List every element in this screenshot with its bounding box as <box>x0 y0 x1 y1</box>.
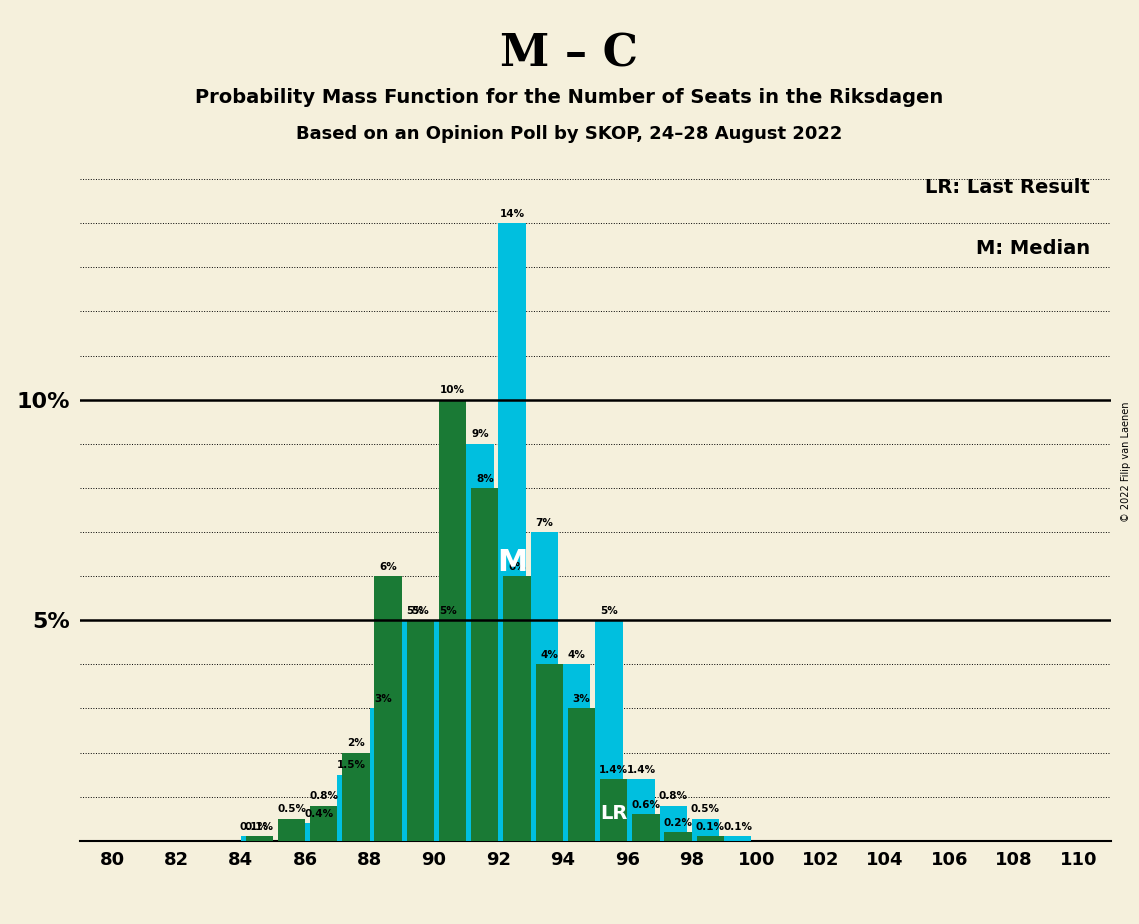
Bar <box>567 709 596 841</box>
Bar <box>563 664 590 841</box>
Text: Probability Mass Function for the Number of Seats in the Riksdagen: Probability Mass Function for the Number… <box>196 88 943 107</box>
Bar <box>246 836 273 841</box>
Bar <box>659 806 687 841</box>
Bar <box>278 819 305 841</box>
Bar <box>370 709 398 841</box>
Text: Based on an Opinion Poll by SKOP, 24–28 August 2022: Based on an Opinion Poll by SKOP, 24–28 … <box>296 125 843 142</box>
Bar <box>466 444 493 841</box>
Bar <box>596 620 623 841</box>
Bar <box>499 224 526 841</box>
Text: 1.4%: 1.4% <box>626 765 656 774</box>
Text: 6%: 6% <box>508 562 526 572</box>
Text: 1.5%: 1.5% <box>337 760 366 771</box>
Text: 0.1%: 0.1% <box>240 822 269 832</box>
Text: 5%: 5% <box>411 606 429 616</box>
Text: M – C: M – C <box>500 32 639 76</box>
Bar <box>472 488 499 841</box>
Bar <box>535 664 563 841</box>
Text: M: Median: M: Median <box>976 239 1090 258</box>
Text: 0.2%: 0.2% <box>664 818 693 828</box>
Bar <box>342 753 370 841</box>
Bar <box>628 779 655 841</box>
Text: 1.4%: 1.4% <box>599 765 629 774</box>
Text: 10%: 10% <box>440 385 465 395</box>
Bar <box>434 620 461 841</box>
Bar <box>240 836 268 841</box>
Bar <box>439 400 466 841</box>
Text: LR: Last Result: LR: Last Result <box>925 177 1090 197</box>
Text: 14%: 14% <box>500 209 525 219</box>
Text: 3%: 3% <box>573 694 590 704</box>
Text: 4%: 4% <box>540 650 558 660</box>
Text: 0.4%: 0.4% <box>304 808 334 819</box>
Bar <box>305 823 333 841</box>
Bar <box>310 806 337 841</box>
Bar <box>531 532 558 841</box>
Bar <box>724 836 752 841</box>
Text: 5%: 5% <box>439 606 457 616</box>
Bar <box>691 819 719 841</box>
Text: 3%: 3% <box>375 694 392 704</box>
Text: 2%: 2% <box>347 738 364 748</box>
Text: 9%: 9% <box>472 430 489 440</box>
Text: 0.1%: 0.1% <box>696 822 724 832</box>
Text: 7%: 7% <box>535 517 554 528</box>
Bar <box>503 577 531 841</box>
Bar <box>697 836 724 841</box>
Text: 4%: 4% <box>567 650 585 660</box>
Text: 0.1%: 0.1% <box>245 822 273 832</box>
Text: 0.5%: 0.5% <box>691 805 720 814</box>
Bar <box>600 779 628 841</box>
Text: 0.5%: 0.5% <box>277 805 306 814</box>
Bar <box>664 832 691 841</box>
Text: LR: LR <box>600 804 628 822</box>
Text: 0.8%: 0.8% <box>310 791 338 801</box>
Bar <box>337 774 364 841</box>
Text: 8%: 8% <box>476 473 493 483</box>
Text: © 2022 Filip van Laenen: © 2022 Filip van Laenen <box>1121 402 1131 522</box>
Bar <box>632 814 659 841</box>
Text: 0.1%: 0.1% <box>723 822 752 832</box>
Text: 0.8%: 0.8% <box>658 791 688 801</box>
Text: 5%: 5% <box>600 606 617 616</box>
Text: M: M <box>497 549 527 578</box>
Text: 6%: 6% <box>379 562 398 572</box>
Bar <box>375 577 402 841</box>
Text: 5%: 5% <box>407 606 425 616</box>
Bar <box>402 620 429 841</box>
Bar <box>407 620 434 841</box>
Text: 0.6%: 0.6% <box>631 800 661 810</box>
